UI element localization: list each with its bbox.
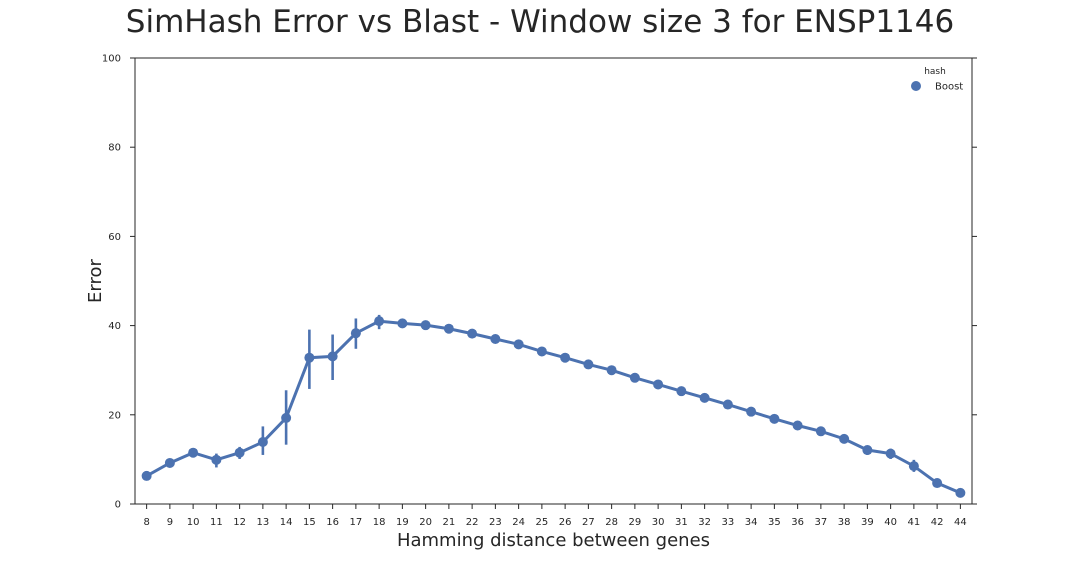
x-tick-label: 15 xyxy=(303,517,316,528)
y-tick-label: 20 xyxy=(108,410,121,421)
plot-frame xyxy=(134,57,973,505)
data-point xyxy=(467,328,478,339)
x-tick-label: 30 xyxy=(652,517,665,528)
x-tick-label: 19 xyxy=(396,517,409,528)
data-point xyxy=(164,457,175,468)
data-point xyxy=(374,316,385,327)
x-tick-label: 28 xyxy=(605,517,618,528)
x-tick-label: 41 xyxy=(908,517,921,528)
data-point xyxy=(606,365,617,376)
data-point xyxy=(234,447,245,458)
data-point xyxy=(443,323,454,334)
x-tick-label: 29 xyxy=(629,517,642,528)
data-point xyxy=(885,448,896,459)
x-tick-label: 31 xyxy=(675,517,688,528)
data-point xyxy=(560,352,571,363)
data-point xyxy=(699,392,710,403)
series-line-boost xyxy=(145,319,961,495)
data-point xyxy=(955,487,966,498)
data-point xyxy=(257,437,268,448)
x-tick-label: 8 xyxy=(143,517,149,528)
data-point xyxy=(653,379,664,390)
data-point xyxy=(513,339,524,350)
x-tick-label: 12 xyxy=(233,517,246,528)
data-point xyxy=(141,470,152,481)
data-point xyxy=(815,426,826,437)
data-point xyxy=(908,461,919,472)
data-point xyxy=(304,352,315,363)
data-point xyxy=(327,351,338,362)
x-tick-label: 27 xyxy=(582,517,595,528)
x-tick-label: 37 xyxy=(815,517,828,528)
x-tick-label: 13 xyxy=(257,517,270,528)
data-point xyxy=(211,454,222,465)
x-tick-label: 21 xyxy=(443,517,456,528)
x-tick-label: 35 xyxy=(768,517,781,528)
data-point xyxy=(769,413,780,424)
x-axis: 8 9 10 11 12 13 14 15 16 17 18 19 20 21 22 23 24 25 26 27 28… xyxy=(143,504,967,528)
data-point xyxy=(397,318,408,329)
data-point xyxy=(490,333,501,344)
data-point xyxy=(722,399,733,410)
x-tick-label: 18 xyxy=(373,517,386,528)
data-point xyxy=(583,359,594,370)
x-tick-label: 33 xyxy=(722,517,735,528)
x-tick-label: 44 xyxy=(954,517,967,528)
data-point xyxy=(862,445,873,456)
x-tick-label: 11 xyxy=(210,517,223,528)
y-tick-label: 40 xyxy=(108,321,121,332)
data-point xyxy=(536,346,547,357)
x-tick-label: 16 xyxy=(326,517,339,528)
x-tick-label: 40 xyxy=(884,517,897,528)
x-tick-label: 10 xyxy=(187,517,200,528)
data-point xyxy=(932,478,943,489)
y-axis-label: Error xyxy=(85,258,106,302)
chart-title: SimHash Error vs Blast - Window size 3 f… xyxy=(125,4,955,40)
x-tick-label: 36 xyxy=(791,517,804,528)
x-tick-label: 9 xyxy=(167,517,173,528)
data-point xyxy=(350,328,361,339)
legend-label-boost: Boost xyxy=(935,82,963,93)
x-tick-label: 17 xyxy=(350,517,363,528)
x-tick-label: 20 xyxy=(419,517,432,528)
x-tick-label: 25 xyxy=(536,517,549,528)
data-points xyxy=(141,316,966,498)
y-tick-label: 80 xyxy=(108,143,121,154)
y-tick-label: 0 xyxy=(115,500,121,511)
y-axis: 0 20 40 60 80 100 xyxy=(102,54,977,511)
x-tick-label: 22 xyxy=(466,517,479,528)
y-tick-label: 60 xyxy=(108,232,121,243)
data-point xyxy=(629,372,640,383)
x-tick-label: 23 xyxy=(489,517,502,528)
data-point xyxy=(676,386,687,397)
x-tick-label: 14 xyxy=(280,517,293,528)
x-tick-label: 42 xyxy=(931,517,944,528)
legend-title: hash xyxy=(924,67,946,77)
x-tick-label: 24 xyxy=(512,517,525,528)
data-point xyxy=(792,420,803,431)
data-point xyxy=(839,433,850,444)
data-point xyxy=(746,406,757,417)
x-tick-label: 34 xyxy=(745,517,758,528)
x-tick-label: 32 xyxy=(698,517,711,528)
data-point xyxy=(281,412,292,423)
legend-marker-boost xyxy=(911,81,921,91)
error-bars xyxy=(145,314,962,495)
data-point xyxy=(420,320,431,331)
legend: hash Boost xyxy=(911,67,963,93)
y-tick-label: 100 xyxy=(102,54,121,65)
x-axis-label: Hamming distance between genes xyxy=(397,530,710,551)
x-tick-label: 39 xyxy=(861,517,874,528)
x-tick-label: 26 xyxy=(559,517,572,528)
x-tick-label: 38 xyxy=(838,517,851,528)
data-point xyxy=(188,447,199,458)
